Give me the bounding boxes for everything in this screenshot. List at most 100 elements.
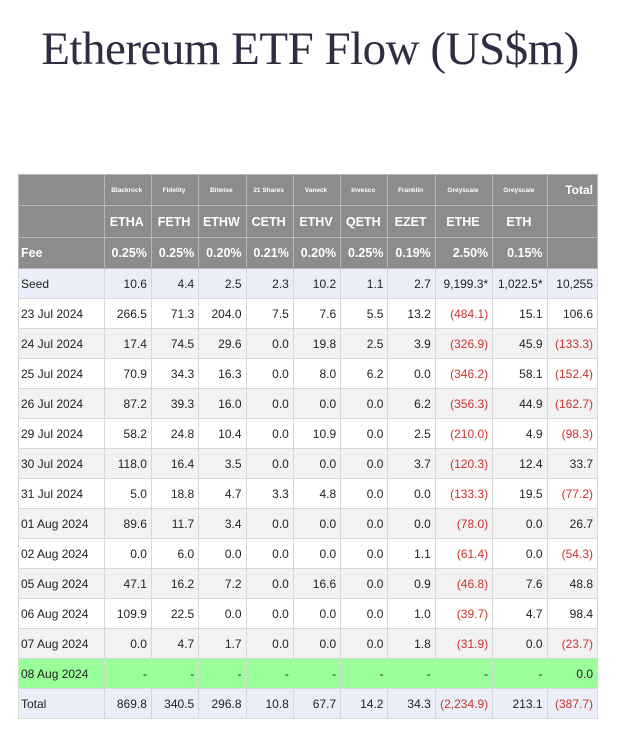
flow-value: 16.6	[292, 568, 342, 599]
table-row: 01 Aug 2024 89.6 11.7 3.4 0.0 0.0 0.0 0.0 (78.0)…	[18, 508, 599, 539]
fee-value: 0.20%	[198, 237, 247, 269]
flow-value: 0.0	[245, 448, 294, 479]
flow-value: (326.9)	[434, 328, 494, 359]
flow-value: 2.3	[245, 268, 294, 299]
flow-value: 0.0	[340, 478, 389, 509]
table-row: 29 Jul 2024 58.2 24.8 10.4 0.0 10.9 0.0 2.5 (210…	[18, 418, 599, 449]
flow-value: 0.0	[492, 538, 548, 569]
ticker-header: ETHV	[292, 205, 342, 238]
flow-value: 2.7	[387, 268, 436, 299]
flow-value: 3.3	[245, 478, 294, 509]
flow-value: 19.5	[492, 478, 548, 509]
flow-value: 266.5	[103, 298, 152, 329]
flow-value: (133.3)	[434, 478, 494, 509]
flow-value: -	[387, 658, 436, 689]
ticker-header: FETH	[150, 205, 200, 238]
flow-value: 18.8	[150, 478, 200, 509]
flow-value: 1.7	[198, 628, 247, 659]
row-total-value: 33.7	[546, 448, 599, 479]
flow-value: 1.8	[387, 628, 436, 659]
table-row: 30 Jul 2024 118.0 16.4 3.5 0.0 0.0 0.0 3.7 (120.…	[18, 448, 599, 479]
flow-value: (484.1)	[434, 298, 494, 329]
flow-value: (31.9)	[434, 628, 494, 659]
flow-value: 6.2	[387, 388, 436, 419]
row-label: 30 Jul 2024	[18, 448, 105, 479]
flow-value: 14.2	[340, 688, 389, 719]
row-total-value: 48.8	[546, 568, 599, 599]
row-label: 29 Jul 2024	[18, 418, 105, 449]
flow-value: -	[150, 658, 200, 689]
flow-value: 0.0	[340, 418, 389, 449]
row-label: Seed	[18, 268, 105, 299]
fee-value: 2.50%	[434, 237, 494, 269]
flow-value: 0.0	[245, 328, 294, 359]
flow-value: 2.5	[340, 328, 389, 359]
flow-value: 0.0	[245, 508, 294, 539]
ticker-header: QETH	[340, 205, 389, 238]
flow-value: 204.0	[198, 298, 247, 329]
flow-value: 0.0	[387, 508, 436, 539]
flow-value: 0.0	[245, 358, 294, 389]
empty-header	[546, 205, 599, 238]
flow-value: 44.9	[492, 388, 548, 419]
flow-value: 45.9	[492, 328, 548, 359]
row-label: 06 Aug 2024	[18, 598, 105, 629]
flow-value: 4.7	[150, 628, 200, 659]
flow-value: (61.4)	[434, 538, 494, 569]
flow-value: 869.8	[103, 688, 152, 719]
flow-value: 7.5	[245, 298, 294, 329]
provider-header-row: Blackrock Fidelity Bitwise 21 Shares Vaneck I…	[18, 174, 599, 206]
flow-value: -	[340, 658, 389, 689]
flow-value: 0.0	[198, 598, 247, 629]
provider-header: Fidelity	[150, 174, 200, 206]
flow-value: 89.6	[103, 508, 152, 539]
flow-value: 0.0	[292, 598, 342, 629]
flow-value: 4.7	[198, 478, 247, 509]
table-row: 05 Aug 2024 47.1 16.2 7.2 0.0 16.6 0.0 0.9 (46.8…	[18, 568, 599, 599]
flow-value: 16.2	[150, 568, 200, 599]
flow-value: 39.3	[150, 388, 200, 419]
flow-value: 9,199.3*	[434, 268, 494, 299]
flow-value: 340.5	[150, 688, 200, 719]
flow-value: 0.0	[292, 508, 342, 539]
fee-value: 0.25%	[340, 237, 389, 269]
provider-header: Franklin	[387, 174, 436, 206]
flow-value: 0.0	[292, 628, 342, 659]
flow-value: 0.0	[292, 448, 342, 479]
flow-value: 16.3	[198, 358, 247, 389]
ticker-header-row: ETHA FETH ETHW CETH ETHV QETH EZET ETHE ETH	[18, 205, 599, 238]
ticker-header: ETH	[492, 205, 548, 238]
table-row: 26 Jul 2024 87.2 39.3 16.0 0.0 0.0 0.0 6.2 (356.…	[18, 388, 599, 419]
flow-value: 1,022.5*	[492, 268, 548, 299]
table-row: 02 Aug 2024 0.0 6.0 0.0 0.0 0.0 0.0 1.1 (61.4) 0.…	[18, 538, 599, 569]
row-total-value: 10,255	[546, 268, 599, 299]
flow-value: 5.0	[103, 478, 152, 509]
flow-value: (346.2)	[434, 358, 494, 389]
flow-value: 71.3	[150, 298, 200, 329]
flow-value: (2,234.9)	[434, 688, 494, 719]
flow-value: 0.0	[340, 388, 389, 419]
corner-cell	[18, 205, 105, 238]
flow-value: 3.9	[387, 328, 436, 359]
flow-value: 7.2	[198, 568, 247, 599]
table-row: 08 Aug 2024- - - - - - - - -0.0	[18, 658, 599, 689]
flow-value: 58.1	[492, 358, 548, 389]
row-total-value: 106.6	[546, 298, 599, 329]
row-label: 25 Jul 2024	[18, 358, 105, 389]
flow-value: -	[434, 658, 494, 689]
flow-rows: Seed 10.6 4.4 2.5 2.3 10.2 1.1 2.7 9,199.3* 1,022…	[18, 268, 599, 719]
etf-flow-table: Blackrock Fidelity Bitwise 21 Shares Vaneck I…	[18, 174, 599, 719]
flow-value: 8.0	[292, 358, 342, 389]
flow-value: (39.7)	[434, 598, 494, 629]
empty-header	[546, 237, 599, 269]
flow-value: 1.1	[340, 268, 389, 299]
flow-value: 0.0	[340, 508, 389, 539]
flow-value: 7.6	[492, 568, 548, 599]
row-total-value: (77.2)	[546, 478, 599, 509]
row-total-value: 98.4	[546, 598, 599, 629]
ticker-header: ETHA	[103, 205, 152, 238]
flow-value: 17.4	[103, 328, 152, 359]
flow-value: 1.1	[387, 538, 436, 569]
fee-value: 0.20%	[292, 237, 342, 269]
flow-value: 0.9	[387, 568, 436, 599]
